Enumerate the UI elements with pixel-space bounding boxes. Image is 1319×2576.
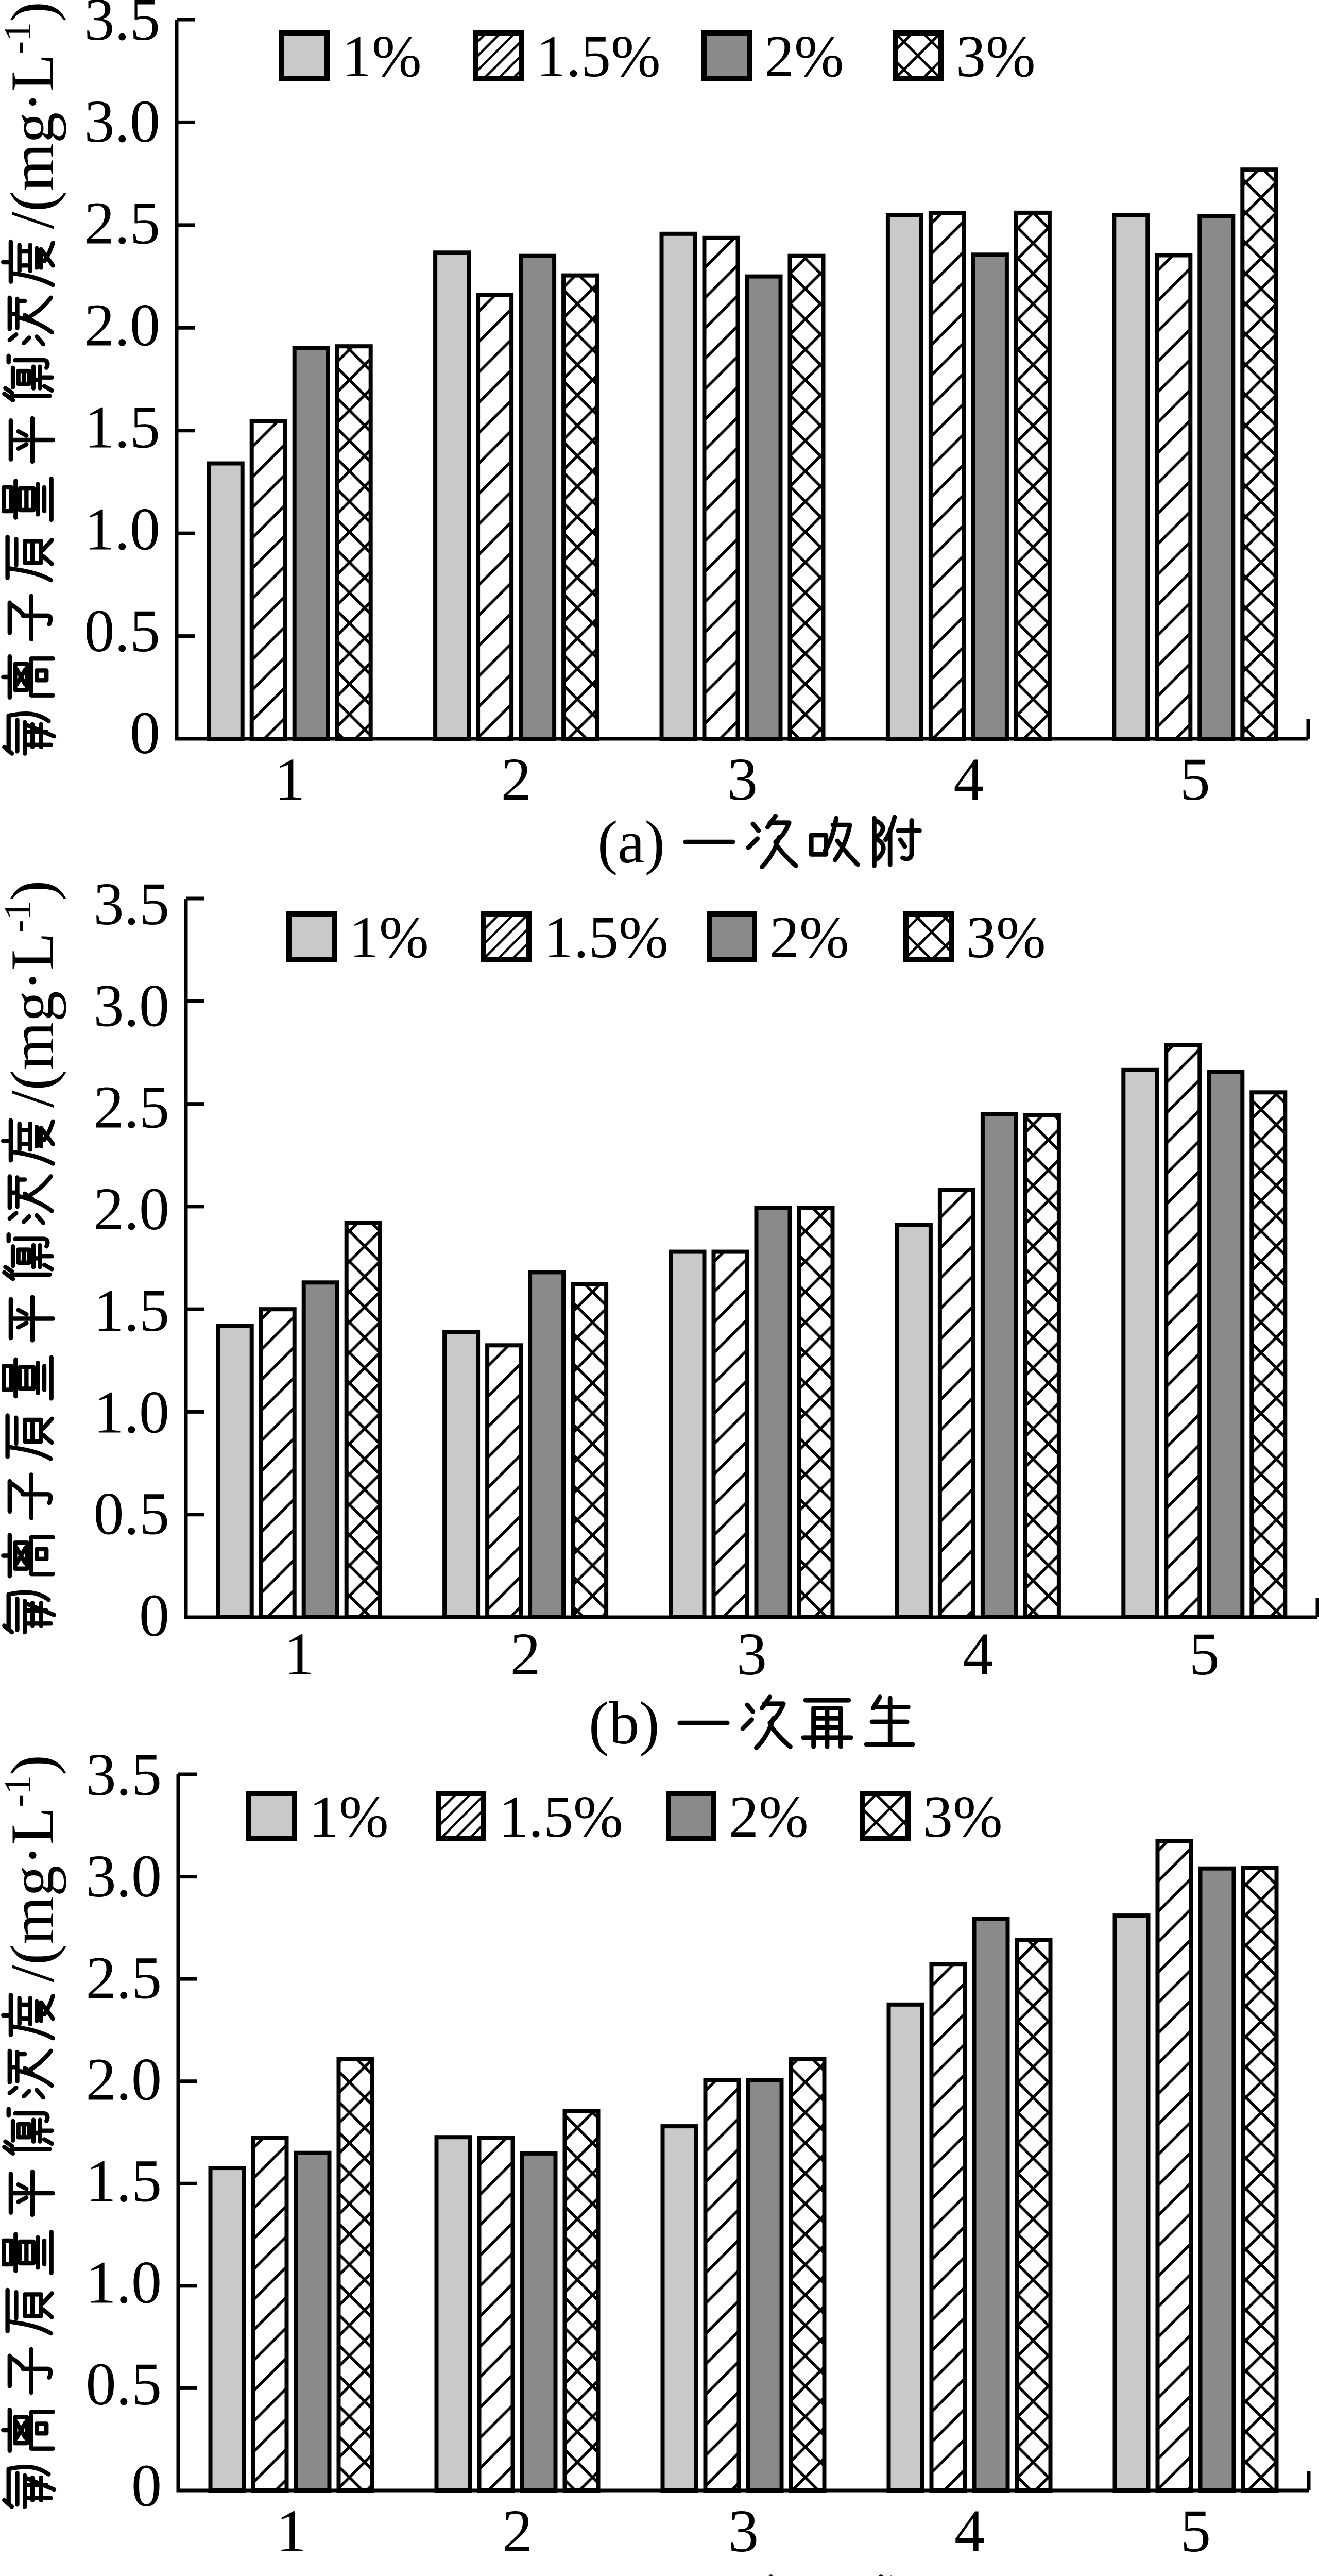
svg-text:1.5: 1.5 [84, 393, 161, 461]
svg-text:3.5: 3.5 [94, 870, 170, 938]
svg-text:1.0: 1.0 [86, 2249, 162, 2316]
svg-text:3.0: 3.0 [84, 88, 161, 155]
svg-text:5: 5 [1180, 2497, 1211, 2565]
svg-text:2: 2 [510, 1620, 541, 1688]
svg-text:2.5: 2.5 [84, 190, 161, 257]
svg-text:3%: 3% [956, 24, 1036, 90]
svg-text:3: 3 [736, 1620, 767, 1688]
svg-text:4: 4 [963, 1620, 993, 1688]
svg-text:1: 1 [284, 1620, 314, 1688]
svg-text:2.0: 2.0 [84, 292, 161, 359]
svg-text:(b): (b) [589, 1689, 660, 1757]
svg-text:1.0: 1.0 [94, 1378, 170, 1446]
svg-text:2%: 2% [729, 1784, 809, 1850]
svg-text:(a): (a) [597, 808, 665, 876]
svg-text:1: 1 [275, 745, 305, 813]
svg-text:0: 0 [139, 1582, 169, 1649]
svg-text:5: 5 [1189, 1620, 1220, 1688]
svg-text:1.5%: 1.5% [536, 24, 661, 90]
svg-text:0.5: 0.5 [86, 2350, 162, 2418]
svg-text:1: 1 [276, 2497, 306, 2565]
svg-text:(c): (c) [593, 2569, 660, 2576]
svg-text:3%: 3% [923, 1784, 1003, 1850]
svg-text:1.0: 1.0 [84, 495, 161, 563]
svg-text:3: 3 [727, 745, 758, 813]
svg-text:5: 5 [1180, 745, 1210, 813]
svg-text:3.5: 3.5 [86, 1741, 162, 1808]
svg-text:1%: 1% [342, 24, 422, 90]
svg-text:/(mg·L-1): /(mg·L-1) [0, 2, 66, 229]
svg-text:3.0: 3.0 [86, 1842, 162, 1910]
svg-text:1.5%: 1.5% [544, 905, 669, 971]
svg-text:0.5: 0.5 [94, 1480, 170, 1548]
svg-text:3.5: 3.5 [84, 0, 161, 53]
svg-text:2%: 2% [764, 24, 844, 90]
svg-text:1%: 1% [309, 1784, 389, 1850]
svg-text:2%: 2% [769, 905, 849, 971]
svg-text:2.5: 2.5 [86, 1944, 162, 2011]
svg-text:0.5: 0.5 [84, 597, 161, 665]
svg-text:2.0: 2.0 [94, 1175, 170, 1243]
svg-text:2.0: 2.0 [86, 2045, 162, 2113]
svg-text:2: 2 [502, 2497, 533, 2565]
svg-text:4: 4 [954, 2497, 985, 2565]
svg-text:0: 0 [130, 699, 160, 767]
svg-text:3.0: 3.0 [94, 972, 170, 1039]
svg-text:1.5: 1.5 [86, 2147, 162, 2215]
svg-text:2.5: 2.5 [94, 1074, 170, 1141]
svg-text:4: 4 [953, 745, 984, 813]
svg-text:2: 2 [501, 745, 532, 813]
svg-text:1%: 1% [349, 905, 429, 971]
svg-text:1.5: 1.5 [94, 1277, 170, 1344]
svg-text:1.5%: 1.5% [499, 1784, 623, 1850]
svg-text:0: 0 [131, 2452, 162, 2519]
svg-text:3%: 3% [966, 905, 1046, 971]
svg-text:3: 3 [728, 2497, 759, 2565]
